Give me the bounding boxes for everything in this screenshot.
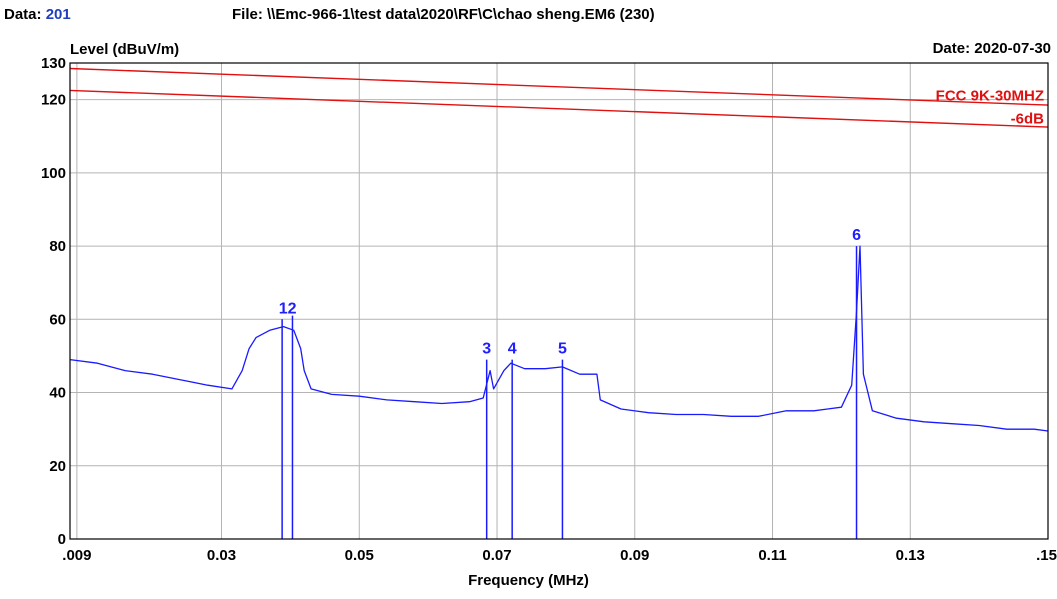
x-tick-label-1: 0.03 xyxy=(207,547,236,564)
limit-line-1 xyxy=(69,89,1049,128)
y-tick-label-2: 40 xyxy=(49,385,66,402)
x-tick-label-0: .009 xyxy=(62,547,91,564)
y-tick-label-4: 80 xyxy=(49,238,66,255)
y-tick-label-7: 130 xyxy=(41,55,66,72)
data-label: Data: xyxy=(4,6,42,23)
marker-label-3: 3 xyxy=(482,341,491,358)
limit-line-0 xyxy=(69,67,1049,106)
trace-0 xyxy=(69,245,1049,432)
y-tick-label-1: 20 xyxy=(49,458,66,475)
limit-labels: FCC 9K-30MHZ -6dB xyxy=(936,88,1045,128)
plot-frame xyxy=(69,62,1049,540)
y-axis-label: Level (dBuV/m) xyxy=(70,41,180,58)
marker-label-5: 5 xyxy=(558,341,567,358)
x-tick-label-7: .15 xyxy=(1036,547,1057,564)
plot-border xyxy=(69,62,1049,540)
y-tick-label-5: 100 xyxy=(41,165,66,182)
tick-labels: 0 20 40 60 80 100 120 130 .009 0.03 0.05 0.07 0.09 0.… xyxy=(41,55,1057,564)
data-header: Data: 201 xyxy=(4,6,71,23)
limit-label-0: FCC 9K-30MHZ xyxy=(936,88,1044,105)
marker-label-12: 12 xyxy=(279,300,297,317)
file-path: File: \\Emc-966-1\test data\2020\RF\C\ch… xyxy=(232,6,655,23)
x-tick-label-3: 0.07 xyxy=(482,547,511,564)
x-tick-label-4: 0.09 xyxy=(620,547,649,564)
limit-lines xyxy=(69,67,1049,128)
marker-label-4: 4 xyxy=(508,341,517,358)
x-tick-label-2: 0.05 xyxy=(345,547,374,564)
grid-lines xyxy=(70,62,1049,540)
x-tick-label-5: 0.11 xyxy=(758,547,786,564)
y-tick-label-6: 120 xyxy=(41,92,66,109)
marker-labels: 123 4 56 xyxy=(279,227,861,358)
marker-lines xyxy=(281,246,858,539)
date-label: Date: 2020-07-30 xyxy=(932,40,1051,57)
x-axis-label: Frequency (MHz) xyxy=(468,572,589,589)
limit-label-1: -6dB xyxy=(1011,111,1045,128)
trace-lines xyxy=(69,245,1049,432)
data-value: 201 xyxy=(45,6,71,23)
marker-label-6: 6 xyxy=(852,227,861,244)
y-tick-label-3: 60 xyxy=(49,311,66,328)
y-tick-label-0: 0 xyxy=(58,531,66,548)
x-tick-label-6: 0.13 xyxy=(896,547,925,564)
